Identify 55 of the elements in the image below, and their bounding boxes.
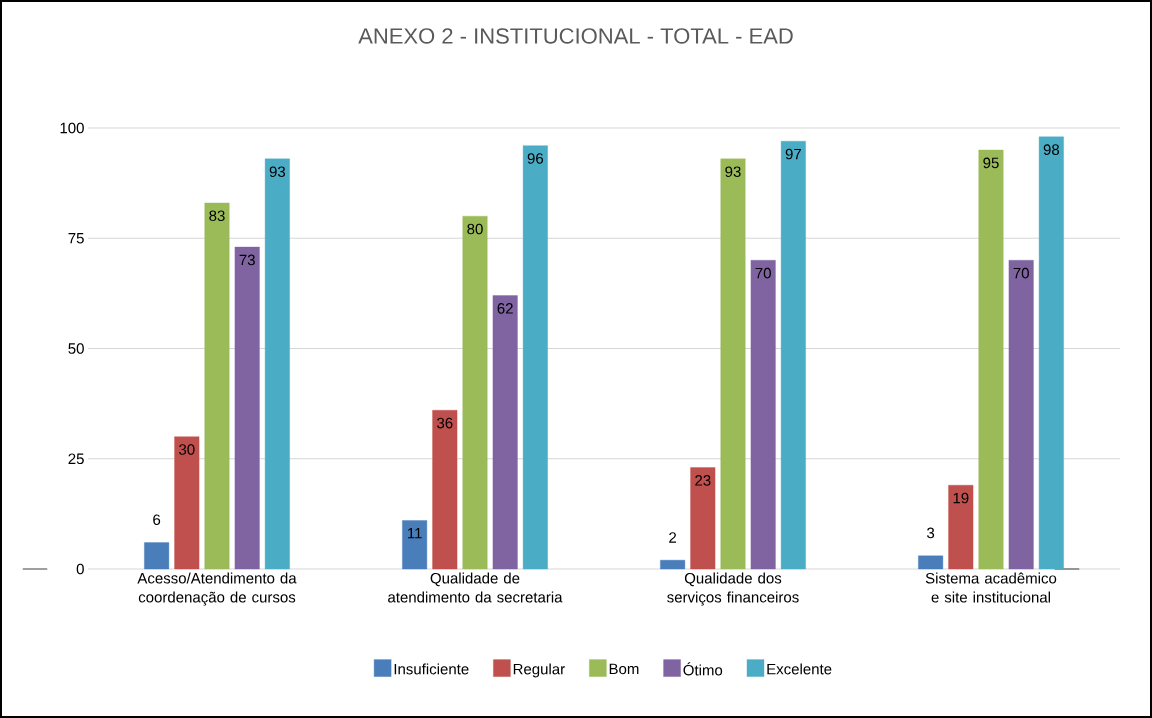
- data-label: 83: [209, 210, 225, 222]
- bar: [750, 260, 776, 570]
- bar: [522, 145, 548, 570]
- data-label: 23: [695, 475, 711, 486]
- bar: [174, 436, 200, 570]
- bar: [978, 149, 1004, 570]
- bar: [918, 555, 944, 570]
- data-label: 70: [755, 267, 771, 279]
- bar: [690, 467, 716, 570]
- data-label: 30: [179, 444, 195, 455]
- bar: [402, 520, 428, 570]
- y-tick-label: 25: [68, 453, 84, 465]
- bar: [432, 410, 458, 570]
- legend-label: Bom: [609, 663, 639, 675]
- legend-label: Regular: [513, 663, 565, 678]
- data-label: 3: [927, 527, 935, 539]
- x-tick-label: Acesso/Atendimento da coordenação de cursos: [137, 572, 297, 606]
- data-label: 93: [725, 166, 741, 178]
- data-label: 93: [269, 166, 286, 178]
- y-tick-label: 100: [60, 122, 84, 134]
- data-label: 95: [983, 157, 999, 169]
- y-tick-label: 50: [68, 343, 84, 354]
- legend-label: Ótimo: [683, 662, 723, 676]
- bar: [204, 202, 230, 570]
- data-label: 11: [407, 528, 422, 539]
- data-label: 19: [953, 492, 969, 504]
- data-label: 97: [785, 148, 801, 160]
- legend-label: Insuficiente: [394, 663, 469, 675]
- data-label: 73: [239, 254, 255, 266]
- legend-label: Excelente: [767, 663, 832, 675]
- data-label: 80: [467, 223, 483, 235]
- bar: [492, 295, 518, 570]
- bar: [264, 158, 290, 570]
- bar: [660, 559, 686, 570]
- bar: [462, 216, 488, 570]
- bar: [1038, 136, 1064, 570]
- data-label: 36: [437, 417, 453, 429]
- x-tick-label: Sistema acadêmico e site institucional: [925, 572, 1057, 603]
- data-label: 98: [1043, 144, 1060, 155]
- data-label: 6: [153, 514, 161, 525]
- bar: [780, 141, 806, 570]
- x-tick-label: Qualidade de atendimento da secretaria: [388, 572, 563, 603]
- y-tick-label: 0: [76, 563, 84, 575]
- y-tick-label: 75: [68, 233, 84, 244]
- data-label: 2: [669, 532, 677, 543]
- bar: [720, 158, 746, 570]
- bar: [144, 542, 170, 570]
- data-label: 62: [497, 303, 513, 314]
- chart-title: ANEXO 2 - INSTITUCIONAL - TOTAL - EAD: [358, 28, 793, 44]
- data-label: 96: [527, 153, 544, 164]
- bar: [1008, 260, 1034, 570]
- data-label: 70: [1013, 267, 1029, 279]
- bar: [948, 485, 974, 570]
- bar: [234, 246, 260, 570]
- x-tick-label: Qualidade dos serviços financeiros: [667, 572, 799, 606]
